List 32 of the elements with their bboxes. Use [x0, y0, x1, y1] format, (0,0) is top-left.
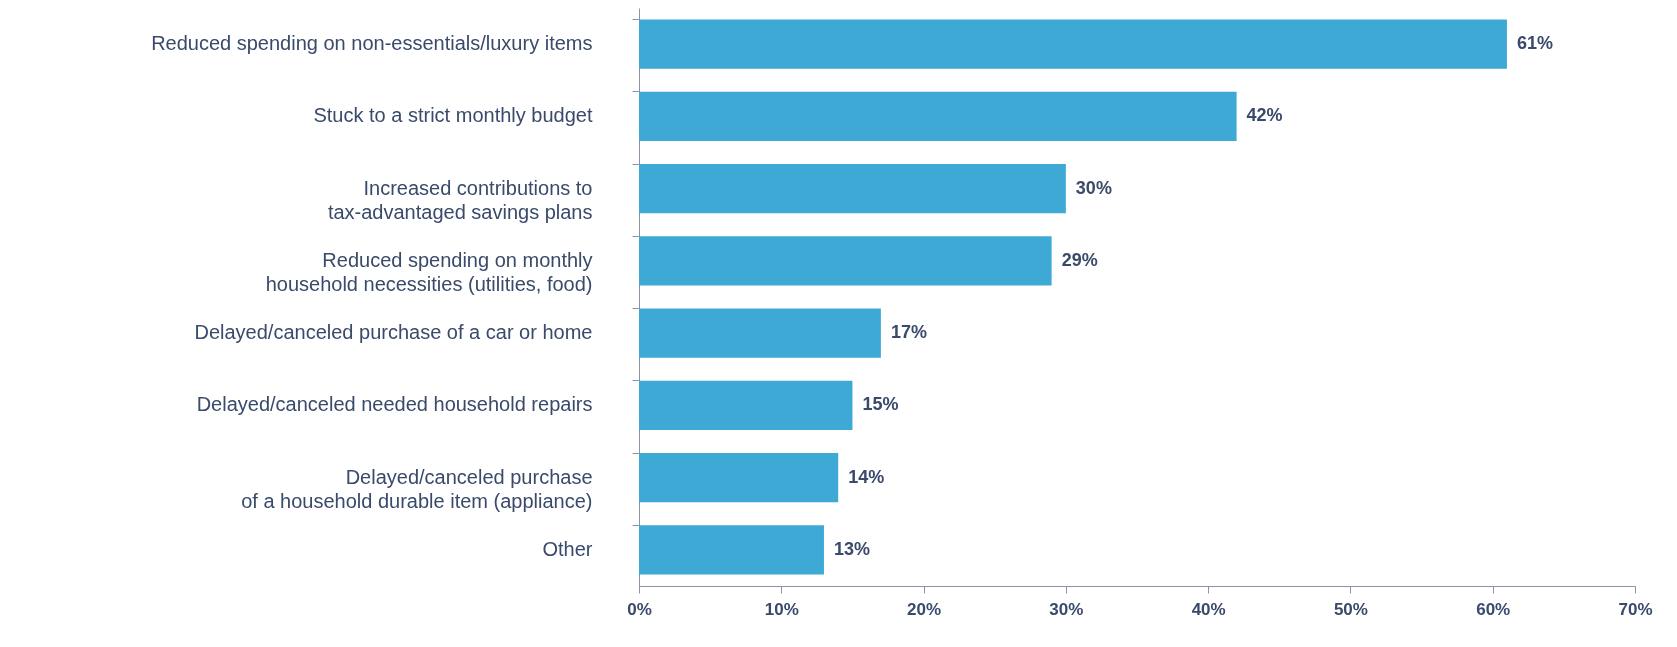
y-tick-label: Other [542, 537, 593, 560]
y-tick-label: Delayed/canceled purchase of a household durable item (appliance) [241, 465, 593, 512]
bar [639, 236, 1052, 286]
bar [639, 308, 881, 358]
bar [639, 164, 1066, 214]
bar [639, 453, 839, 503]
data-label: 15% [862, 394, 899, 415]
data-label: 30% [1075, 177, 1112, 198]
y-tick-label: Delayed/canceled purchase of a car or home [194, 321, 593, 344]
data-label: 13% [833, 538, 870, 559]
x-tick-label: 0% [627, 599, 652, 619]
data-label: 14% [848, 466, 885, 487]
y-tick-label: Increased contributions to tax-advantaged savings plans [327, 176, 593, 223]
x-tick-label: 60% [1476, 599, 1511, 619]
data-label: 17% [890, 322, 927, 343]
bar [639, 525, 824, 575]
data-label: 61% [1516, 33, 1553, 54]
x-tick-label: 10% [764, 599, 799, 619]
x-tick-label: 40% [1191, 599, 1226, 619]
bar [639, 91, 1237, 141]
x-tick-label: 50% [1333, 599, 1368, 619]
bar [639, 380, 853, 430]
y-tick-label: Delayed/canceled needed household repairs [196, 393, 593, 416]
x-tick-label: 30% [1049, 599, 1084, 619]
data-label: 42% [1246, 105, 1283, 126]
x-tick-label: 20% [907, 599, 942, 619]
y-tick-label: Stuck to a strict monthly budget [313, 104, 593, 127]
bar [639, 19, 1507, 69]
y-tick-label: Reduced spending on non-essentials/luxury items [151, 32, 593, 55]
x-tick-label: 70% [1618, 599, 1653, 619]
data-label: 29% [1061, 249, 1098, 270]
y-tick-label: Reduced spending on monthly household necessities (utilities, food) [265, 248, 593, 295]
